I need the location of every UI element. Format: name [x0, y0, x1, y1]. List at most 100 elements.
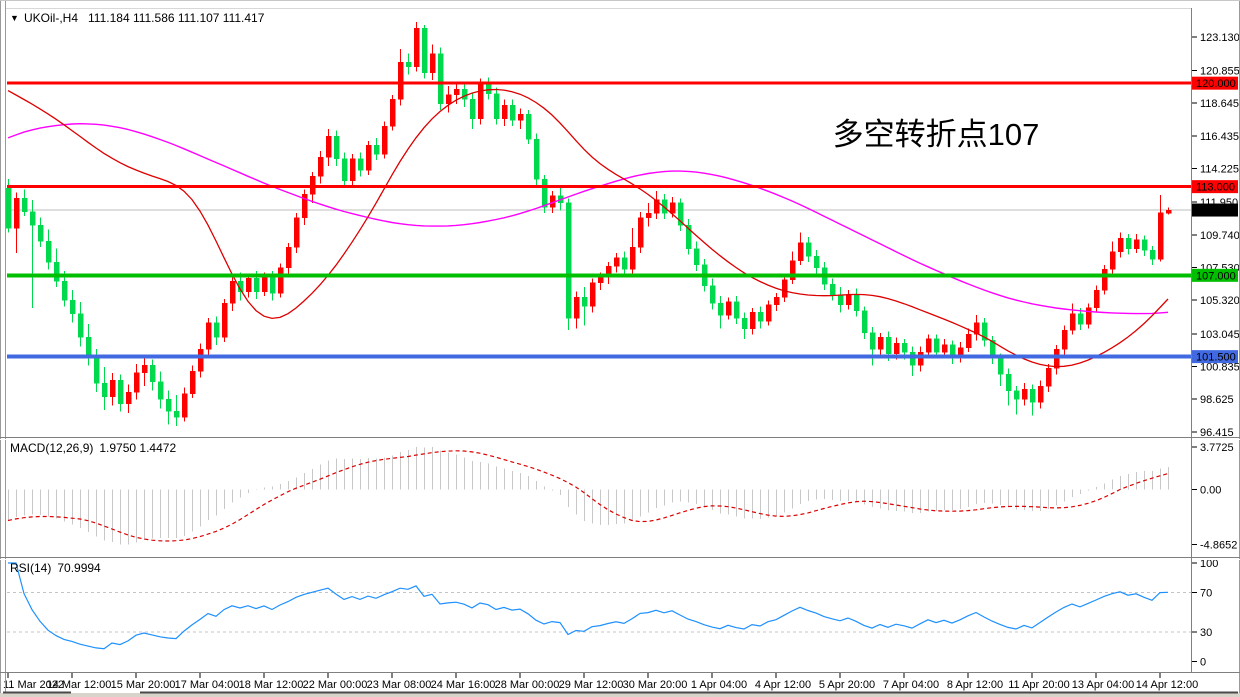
time-tick-label: 29 Mar 12:00 — [559, 679, 624, 691]
candle-body — [645, 212, 652, 218]
candle — [709, 278, 716, 310]
level-lines-layer[interactable] — [7, 81, 1191, 359]
candle-body — [877, 337, 884, 350]
candle-body — [29, 211, 36, 226]
ma-fast-red — [7, 88, 1169, 368]
candle-body — [525, 113, 532, 140]
collapse-icon[interactable]: ▼ — [10, 13, 19, 23]
candle-body — [381, 125, 388, 155]
candle-body — [981, 322, 988, 341]
candle — [437, 47, 444, 110]
candle-body — [509, 105, 516, 121]
symbol-timeframe: UKOil-,H4 — [24, 11, 78, 25]
time-tick-label: 14 Apr 12:00 — [1136, 679, 1198, 691]
candle-body — [813, 255, 820, 269]
candle-body — [765, 304, 772, 322]
rsi-label: RSI(14) 70.9994 — [10, 561, 101, 575]
candle-body — [357, 158, 364, 171]
candle — [1077, 307, 1084, 331]
candle — [805, 236, 812, 263]
candle — [197, 343, 204, 378]
candle-body — [1109, 251, 1116, 270]
candle-body — [1117, 238, 1124, 252]
candle-body — [773, 297, 780, 306]
time-tick-label: 14 Mar 12:00 — [47, 679, 112, 691]
candle — [381, 121, 388, 159]
candle — [1013, 386, 1020, 415]
candle-body — [221, 303, 228, 338]
candle — [525, 109, 532, 144]
time-tick-label: 8 Apr 12:00 — [947, 679, 1003, 691]
time-tick-label: 13 Apr 04:00 — [1072, 679, 1134, 691]
chart-title: UKOil-,H4 111.184 111.586 111.107 111.417 — [24, 11, 265, 25]
candle-body — [389, 99, 396, 127]
candle-body — [173, 411, 180, 418]
bottom-strip — [0, 693, 1240, 697]
candle — [157, 371, 164, 409]
candle — [517, 108, 524, 129]
candle — [637, 211, 644, 254]
candle — [389, 94, 396, 131]
price-tick-label: 103.045 — [1200, 329, 1240, 341]
candle — [397, 49, 404, 106]
candle-body — [581, 297, 588, 307]
rsi-current-value: 70.9994 — [57, 561, 101, 575]
current-price-box — [1192, 203, 1238, 217]
candle-body — [101, 382, 108, 397]
candle — [101, 366, 108, 410]
candle — [13, 192, 20, 254]
candle — [869, 327, 876, 366]
candle-body — [1165, 209, 1172, 214]
candle — [773, 293, 780, 311]
candle — [917, 346, 924, 372]
price-tick-label: 109.740 — [1200, 230, 1240, 242]
candle — [293, 213, 300, 254]
candle — [1125, 233, 1132, 255]
candle-body — [1037, 385, 1044, 403]
candle — [421, 24, 428, 79]
macd-signal-line — [7, 450, 1169, 542]
candle-body — [261, 276, 268, 292]
candle — [125, 384, 132, 413]
candle-body — [829, 283, 836, 295]
price-tick-label: 100.835 — [1200, 361, 1240, 373]
candle — [941, 338, 948, 357]
price-tick-label: 114.225 — [1200, 164, 1239, 176]
time-tick-label: 28 Mar 00:00 — [495, 679, 560, 691]
candle — [1117, 232, 1124, 258]
candle — [461, 83, 468, 107]
level-price-box — [1192, 76, 1238, 90]
macd-panel — [7, 446, 1169, 545]
rsi-tick-label: 70 — [1200, 588, 1212, 600]
candle — [813, 250, 820, 274]
candle-body — [397, 62, 404, 100]
candle — [277, 263, 284, 298]
candle — [141, 355, 148, 387]
rsi-line — [8, 562, 1169, 650]
candle-body — [797, 242, 804, 261]
candle-body — [277, 267, 284, 294]
candle — [221, 298, 228, 342]
annotation-text[interactable]: 多空转折点107 — [833, 117, 1040, 152]
candle — [829, 278, 836, 301]
candle — [533, 133, 540, 189]
candle — [725, 297, 732, 320]
candle-body — [853, 294, 860, 312]
candle — [341, 152, 348, 189]
candle-body — [925, 338, 932, 353]
candle-body — [1125, 238, 1132, 249]
level-price-label: 101.500 — [1196, 352, 1236, 364]
candle-body — [1085, 307, 1092, 325]
candle — [613, 253, 620, 273]
candle — [693, 241, 700, 271]
candle-body — [1141, 239, 1148, 251]
time-tick-label: 22 Mar 00:00 — [303, 679, 368, 691]
candle-body — [1021, 388, 1028, 400]
price-tick-label: 123.130 — [1200, 32, 1240, 44]
candle-body — [461, 88, 468, 100]
candle-body — [21, 198, 28, 213]
candle — [781, 275, 788, 302]
candle — [621, 251, 628, 276]
